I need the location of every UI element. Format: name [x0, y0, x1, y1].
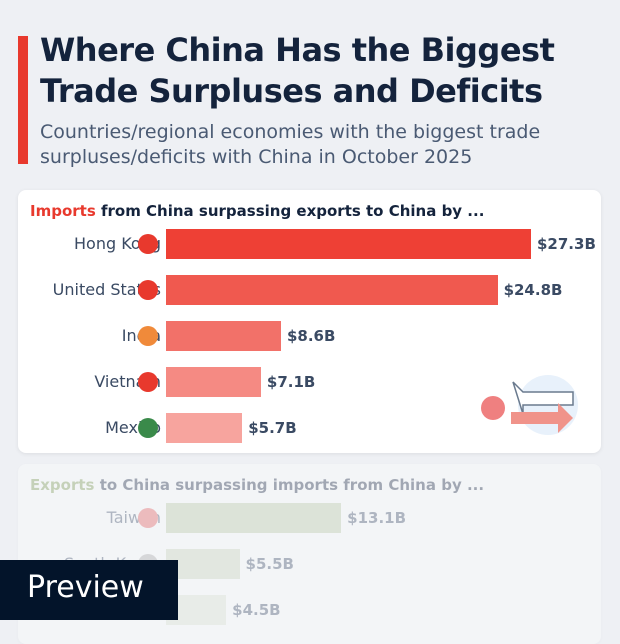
bar-row: Vietnam $7.1B — [18, 367, 601, 397]
value-label: $8.6B — [286, 327, 336, 345]
bar-row: United States $24.8B — [18, 275, 601, 305]
bar-row: Hong Kong $27.3B — [18, 229, 601, 259]
flag-icon — [138, 372, 158, 392]
subtitle-line: Countries/regional economies with the bi… — [40, 121, 541, 143]
value-label: $13.1B — [347, 509, 407, 527]
title-rest: to China surpassing imports from China b… — [94, 476, 485, 494]
bar-row: Taiwan $13.1B — [18, 503, 601, 533]
value-label: $5.7B — [248, 419, 297, 437]
chart-title: Imports from China surpassing exports to… — [30, 202, 484, 220]
bar — [166, 503, 342, 533]
value-label: $4.5B — [232, 601, 281, 619]
category-label: United States — [52, 280, 161, 299]
title-highlight: Exports — [30, 476, 95, 494]
flag-icon — [138, 508, 158, 528]
bar — [166, 321, 281, 351]
bar — [166, 367, 261, 397]
title-line: Trade Surpluses and Deficits — [40, 72, 543, 110]
flag-icon — [138, 234, 158, 254]
imports-chart-card: Imports from China surpassing exports to… — [18, 190, 601, 453]
preview-badge: Preview — [0, 560, 178, 620]
category-label: Taiwan — [106, 508, 161, 527]
value-label: $24.8B — [503, 281, 563, 299]
exports-chart-card: Exports to China surpassing imports from… — [18, 464, 601, 644]
value-label: $7.1B — [266, 373, 316, 391]
subtitle: Countries/regional economies with the bi… — [40, 120, 540, 170]
accent-bar — [18, 36, 28, 164]
value-label: $5.5B — [245, 555, 294, 573]
bar — [166, 229, 531, 259]
trade-arrows-icon — [481, 375, 578, 435]
subtitle-line: surpluses/deficits with China in October… — [40, 146, 473, 168]
bar — [166, 549, 240, 579]
bar-row: India$8.6B — [18, 321, 601, 351]
chart-title: Exports to China surpassing imports from… — [30, 476, 484, 494]
flag-icon — [138, 280, 158, 300]
title-highlight: Imports — [30, 202, 96, 220]
title-rest: from China surpassing exports to China b… — [95, 202, 485, 220]
flag-icon — [138, 326, 158, 346]
page-title: Where China Has the Biggest Trade Surplus… — [40, 30, 555, 112]
title-line: Where China Has the Biggest — [40, 31, 555, 69]
bar-row: Mexico $5.7B — [18, 413, 601, 443]
bar — [166, 413, 243, 443]
flag-icon — [138, 418, 158, 438]
bar — [166, 275, 498, 305]
value-label: $27.3B — [537, 235, 596, 253]
